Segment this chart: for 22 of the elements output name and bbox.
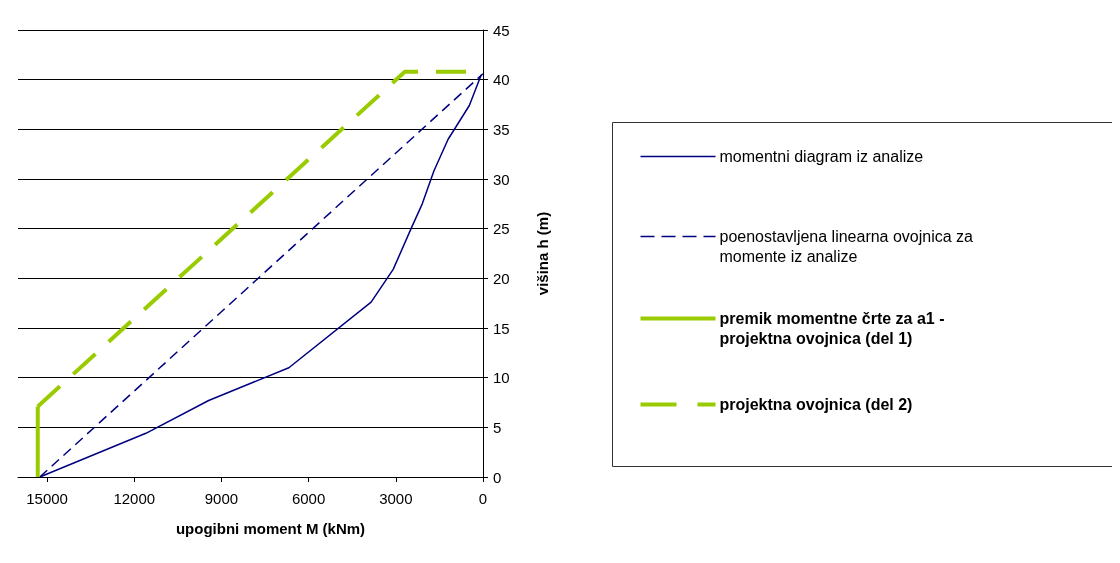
legend-label: premik momentne črte za a1 - projektna ovojnica (del 1) (719, 310, 949, 347)
legend-label: momentni diagram iz analize (719, 148, 924, 165)
y-tick-label: 0 (493, 468, 502, 486)
y-tick-label: 10 (493, 369, 510, 387)
x-axis-title: upogibni moment M (kNm) (175, 520, 366, 537)
y-tick-label: 25 (493, 220, 510, 238)
x-tick-label: 6000 (291, 490, 326, 507)
y-tick-label: 30 (493, 170, 510, 188)
legend-label: projektna ovojnica (del 2) (719, 396, 913, 413)
y-tick-label: 15 (493, 319, 510, 337)
x-tick-label: 9000 (204, 490, 239, 507)
y-tick-label: 40 (493, 71, 510, 89)
x-tick-label: 15000 (26, 490, 68, 507)
x-tick-label: 0 (478, 490, 488, 507)
x-tick-label: 3000 (379, 490, 413, 507)
y-axis-title: višina h (m) (534, 211, 551, 296)
y-tick-label: 35 (493, 120, 510, 138)
legend-label: poenostavljena linearna ovojnica za momente iz analize (719, 228, 978, 265)
x-tick-label: 12000 (113, 490, 156, 507)
y-tick-label: 20 (493, 269, 510, 287)
y-tick-label: 45 (493, 21, 510, 39)
y-tick-label: 5 (493, 418, 502, 436)
